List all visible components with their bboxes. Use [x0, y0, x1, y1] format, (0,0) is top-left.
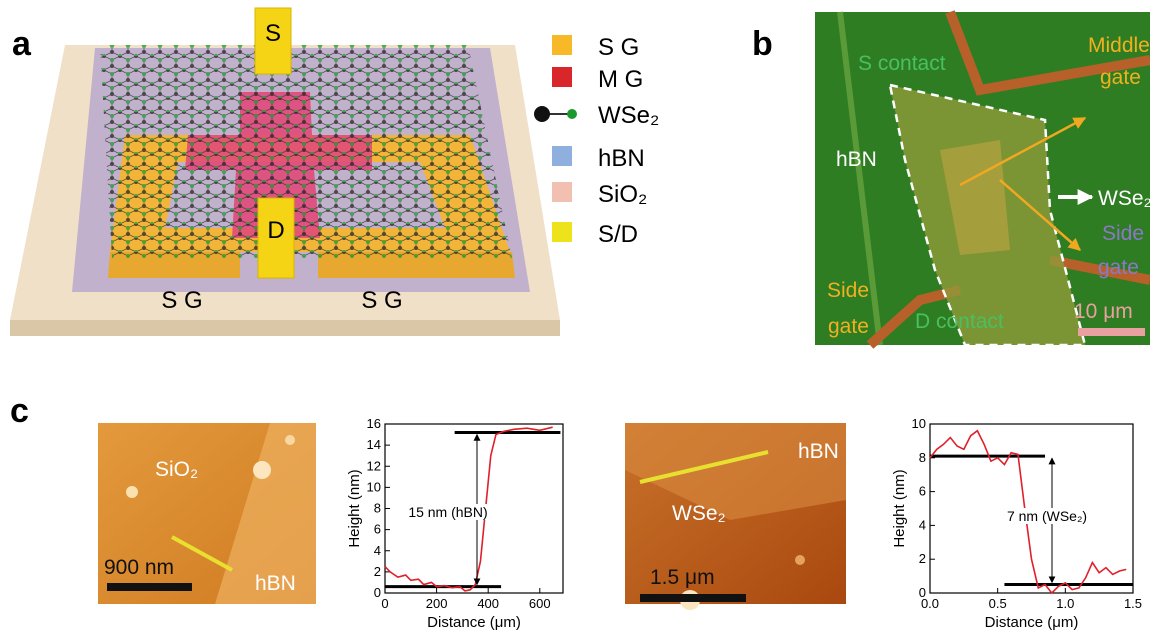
panel-label: b [752, 25, 773, 63]
legend-label: SiO₂ [598, 181, 647, 208]
y-tick-label: 2 [374, 564, 381, 579]
image-label: gate [1100, 66, 1141, 89]
legend-label: M G [598, 66, 643, 93]
image-label: WSe₂ [1098, 187, 1150, 210]
image-label: Side [827, 279, 869, 302]
legend-swatch [552, 67, 572, 87]
y-tick-label: 4 [374, 543, 381, 558]
y-tick-label: 6 [374, 522, 381, 537]
x-tick-label: 0.5 [989, 596, 1007, 611]
gate-label: S G [361, 287, 402, 314]
legend-label: WSe₂ [598, 102, 659, 129]
image-label: gate [828, 315, 869, 338]
x-tick-label: 200 [426, 596, 448, 611]
y-tick-label: 12 [367, 458, 381, 473]
legend: S G M G WSe₂ hBN SiO₂ S/D [534, 34, 659, 248]
legend-label: S/D [598, 221, 638, 248]
gate-label: S G [161, 287, 202, 314]
legend-label: S G [598, 34, 639, 61]
image-label: SiO₂ [155, 458, 198, 481]
panel-label: a [12, 25, 32, 63]
contact-label: D [267, 217, 284, 244]
y-tick-label: 8 [374, 501, 381, 516]
legend-swatch [552, 35, 572, 55]
y-tick-label: 0 [374, 585, 381, 600]
device-illustration [10, 8, 560, 336]
x-tick-label: 0 [381, 596, 388, 611]
panel-label: c [10, 392, 29, 430]
legend-swatch [534, 106, 550, 122]
y-tick-label: 16 [367, 416, 381, 431]
annotation: 7 nm (WSe₂) [1007, 508, 1087, 524]
legend-swatch [552, 182, 572, 202]
y-axis-label: Height (nm) [891, 469, 908, 547]
image-label: gate [1098, 256, 1139, 279]
annotation: 15 nm (hBN) [408, 504, 487, 520]
y-tick-label: 10 [367, 479, 381, 494]
legend-swatch [552, 146, 572, 166]
scale-bar-label: 10 μm [1074, 300, 1133, 323]
image-label: hBN [836, 148, 877, 171]
y-tick-label: 4 [919, 517, 926, 532]
page: a S D S G S G S G M G WSe₂ hBN SiO₂ S/D b S c… [0, 0, 1150, 633]
x-tick-label: 1.5 [1124, 596, 1142, 611]
image-label: Side [1102, 222, 1144, 245]
image-label: hBN [255, 572, 296, 595]
x-tick-label: 600 [529, 596, 551, 611]
scale-bar-label: 1.5 μm [650, 566, 715, 589]
legend-swatch [552, 222, 572, 242]
legend-swatch [567, 109, 577, 119]
x-tick-label: 1.0 [1056, 596, 1074, 611]
y-tick-label: 10 [912, 416, 926, 431]
image-label: S contact [858, 52, 946, 75]
image-label: hBN [798, 440, 839, 463]
x-axis-label: Distance (μm) [427, 614, 521, 631]
y-axis-label: Height (nm) [346, 469, 363, 547]
y-tick-label: 8 [919, 450, 926, 465]
image-label: D contact [915, 310, 1004, 333]
image-label: WSe₂ [672, 502, 726, 525]
y-tick-label: 14 [367, 437, 381, 452]
scale-bar-label: 900 nm [104, 556, 174, 579]
y-tick-label: 6 [919, 484, 926, 499]
x-axis-label: Distance (μm) [985, 614, 1079, 631]
image-label: Middle [1088, 34, 1150, 57]
legend-label: hBN [598, 145, 645, 172]
y-tick-label: 0 [919, 585, 926, 600]
figure: a S D S G S G S G M G WSe₂ hBN SiO₂ S/D b S c… [0, 0, 1150, 633]
x-tick-label: 400 [477, 596, 499, 611]
contact-label: S [265, 20, 281, 47]
y-tick-label: 2 [919, 551, 926, 566]
